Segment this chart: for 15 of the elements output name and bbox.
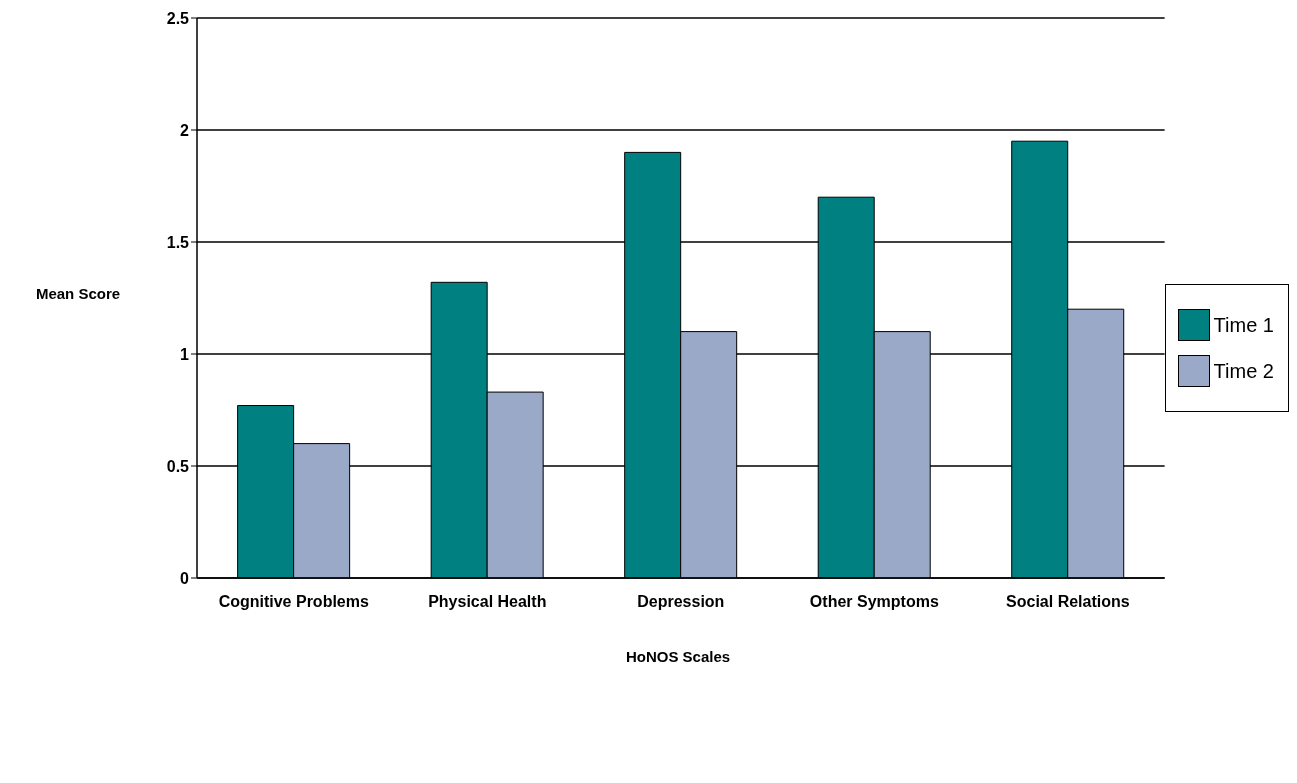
y-tick-label: 0.5	[166, 457, 190, 475]
y-tick-label: 0	[180, 569, 190, 587]
y-tick-label: 1.5	[166, 233, 190, 251]
x-tick-label: Other Symptoms	[809, 593, 939, 611]
x-tick-label: Cognitive Problems	[218, 593, 369, 611]
x-tick-label: Social Relations	[1006, 593, 1130, 611]
y-tick-label: 2.5	[166, 9, 190, 27]
y-tick-label: 1	[180, 345, 190, 363]
legend-label: Time 2	[1213, 359, 1274, 383]
x-tick-label: Depression	[637, 593, 725, 611]
y-tick-label: 2	[180, 121, 190, 139]
y-axis-title: Mean Score	[34, 285, 122, 302]
legend-label: Time 1	[1213, 313, 1274, 337]
x-tick-label: Physical Health	[428, 593, 547, 611]
x-axis-title: HoNOS Scales	[624, 648, 732, 665]
